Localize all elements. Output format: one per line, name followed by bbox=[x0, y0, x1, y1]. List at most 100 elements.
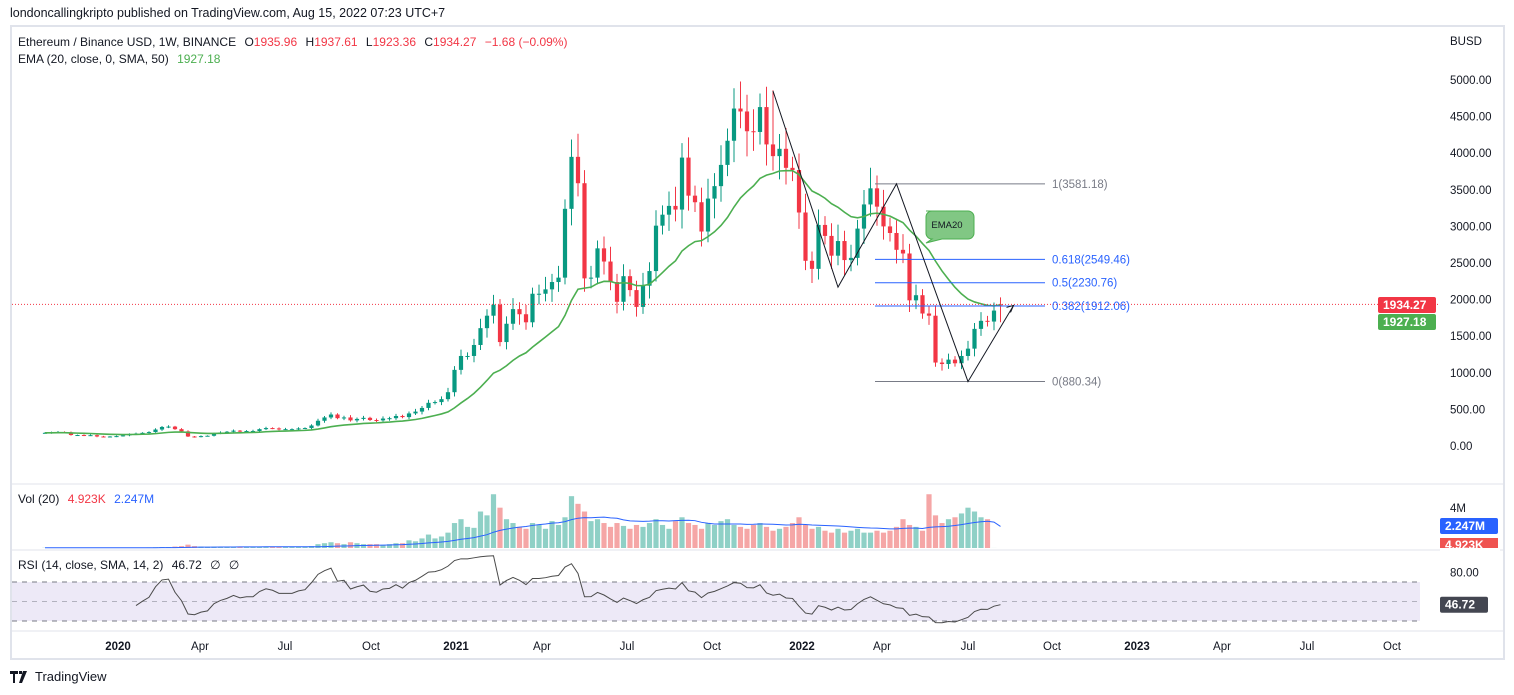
candle bbox=[887, 217, 893, 242]
price-tick: 0.00 bbox=[1450, 441, 1472, 453]
fib-level-label: 0.618(2549.46) bbox=[1052, 254, 1130, 266]
candle bbox=[471, 338, 477, 363]
time-tick: Oct bbox=[1043, 641, 1062, 653]
volume-bar bbox=[945, 519, 952, 548]
volume-label[interactable]: Vol (20) bbox=[18, 492, 60, 506]
candle bbox=[367, 416, 373, 422]
price-tick: 1000.00 bbox=[1450, 368, 1492, 380]
volume-value-label-bg bbox=[1440, 538, 1498, 548]
candle bbox=[744, 94, 750, 157]
candle bbox=[608, 246, 613, 291]
candle bbox=[835, 224, 841, 266]
candle-body bbox=[517, 309, 522, 315]
open-label: O bbox=[244, 35, 254, 49]
candle-body bbox=[257, 429, 262, 431]
last-price-label-bg bbox=[1378, 297, 1436, 313]
candle bbox=[686, 137, 691, 211]
candle-body bbox=[153, 429, 158, 433]
volume-bar bbox=[685, 523, 692, 548]
time-tick: Jul bbox=[961, 641, 976, 653]
candle-body bbox=[887, 226, 893, 233]
candle bbox=[803, 193, 808, 271]
ema-price-label: 1927.18 bbox=[1383, 315, 1427, 329]
candle bbox=[81, 434, 87, 437]
candle bbox=[387, 416, 392, 421]
ema-value: 1927.18 bbox=[177, 52, 221, 66]
symbol-title[interactable]: Ethereum / Binance USD, 1W, BINANCE bbox=[18, 35, 237, 49]
candle-body bbox=[673, 205, 678, 210]
volume-bar bbox=[659, 524, 666, 548]
publisher-line: londoncallingkripto published on Trading… bbox=[10, 6, 446, 20]
candle-body bbox=[179, 429, 184, 432]
volume-bar bbox=[848, 530, 854, 548]
candle-body bbox=[621, 276, 626, 302]
rsi-line bbox=[135, 555, 1001, 624]
volume-bar bbox=[906, 524, 913, 548]
candle-body bbox=[718, 164, 724, 187]
low-value: 1923.36 bbox=[372, 35, 416, 49]
candle bbox=[361, 415, 366, 421]
volume-bar bbox=[627, 528, 633, 548]
volume-bar bbox=[815, 526, 822, 548]
candle-body bbox=[777, 148, 782, 157]
candle-body bbox=[484, 315, 490, 329]
candle bbox=[536, 284, 542, 305]
rsi-value: 46.72 bbox=[171, 558, 202, 572]
candle bbox=[205, 435, 210, 437]
candle-body bbox=[913, 295, 919, 301]
candle-body bbox=[751, 131, 756, 133]
candle-body bbox=[933, 315, 938, 363]
candle-body bbox=[42, 432, 48, 434]
volume-bar bbox=[737, 526, 744, 548]
candle bbox=[166, 425, 171, 429]
close-label: C bbox=[424, 35, 434, 49]
candle-body bbox=[660, 214, 665, 226]
volume-bar bbox=[965, 507, 971, 548]
candle bbox=[75, 434, 80, 437]
volume-bar bbox=[529, 523, 536, 548]
candle bbox=[543, 276, 548, 302]
candle-body bbox=[952, 359, 958, 364]
last-price-label: 1934.27 bbox=[1383, 298, 1427, 312]
rsi-value-label-bg bbox=[1440, 596, 1488, 613]
candle bbox=[809, 251, 815, 284]
rsi-label[interactable]: RSI (14, close, SMA, 14, 2) bbox=[18, 558, 164, 572]
candle-body bbox=[686, 157, 691, 196]
volume-bar bbox=[484, 515, 490, 548]
price-tick: 2500.00 bbox=[1450, 258, 1492, 270]
candle-body bbox=[192, 436, 197, 438]
volume-bar bbox=[490, 494, 497, 548]
ema-label[interactable]: EMA (20, close, 0, SMA, 50) bbox=[18, 52, 169, 66]
candle-body bbox=[582, 183, 587, 279]
volume-bar bbox=[386, 544, 393, 548]
footer-brand[interactable]: TradingView bbox=[10, 669, 107, 684]
candle-body bbox=[991, 310, 997, 322]
candle-body bbox=[491, 304, 496, 316]
volume-bar bbox=[952, 517, 958, 548]
candle-body bbox=[588, 277, 594, 279]
candle-body bbox=[790, 167, 795, 171]
fib-level-label: 0.5(2230.76) bbox=[1052, 278, 1117, 290]
candle bbox=[647, 262, 652, 299]
candle bbox=[764, 86, 769, 166]
candle-body bbox=[972, 328, 977, 349]
volume-bar bbox=[698, 528, 705, 548]
candle bbox=[822, 216, 828, 245]
candle-body bbox=[595, 248, 600, 278]
candle-body bbox=[978, 320, 984, 329]
volume-bar bbox=[731, 524, 737, 548]
volume-bar bbox=[334, 543, 341, 548]
candle bbox=[588, 265, 594, 289]
ema-price-label-bg bbox=[1378, 314, 1436, 330]
volume-bar bbox=[503, 519, 510, 548]
candle-body bbox=[361, 417, 366, 419]
candle-body bbox=[783, 148, 789, 168]
fib-level-label: 0(880.34) bbox=[1052, 377, 1101, 389]
fib-level-label: 0.382(1912.06) bbox=[1052, 301, 1130, 313]
open-value: 1935.96 bbox=[253, 35, 298, 49]
volume-bar bbox=[542, 528, 549, 548]
candle-body bbox=[224, 431, 230, 433]
candle-body bbox=[835, 241, 841, 256]
volume-bar bbox=[958, 513, 965, 548]
